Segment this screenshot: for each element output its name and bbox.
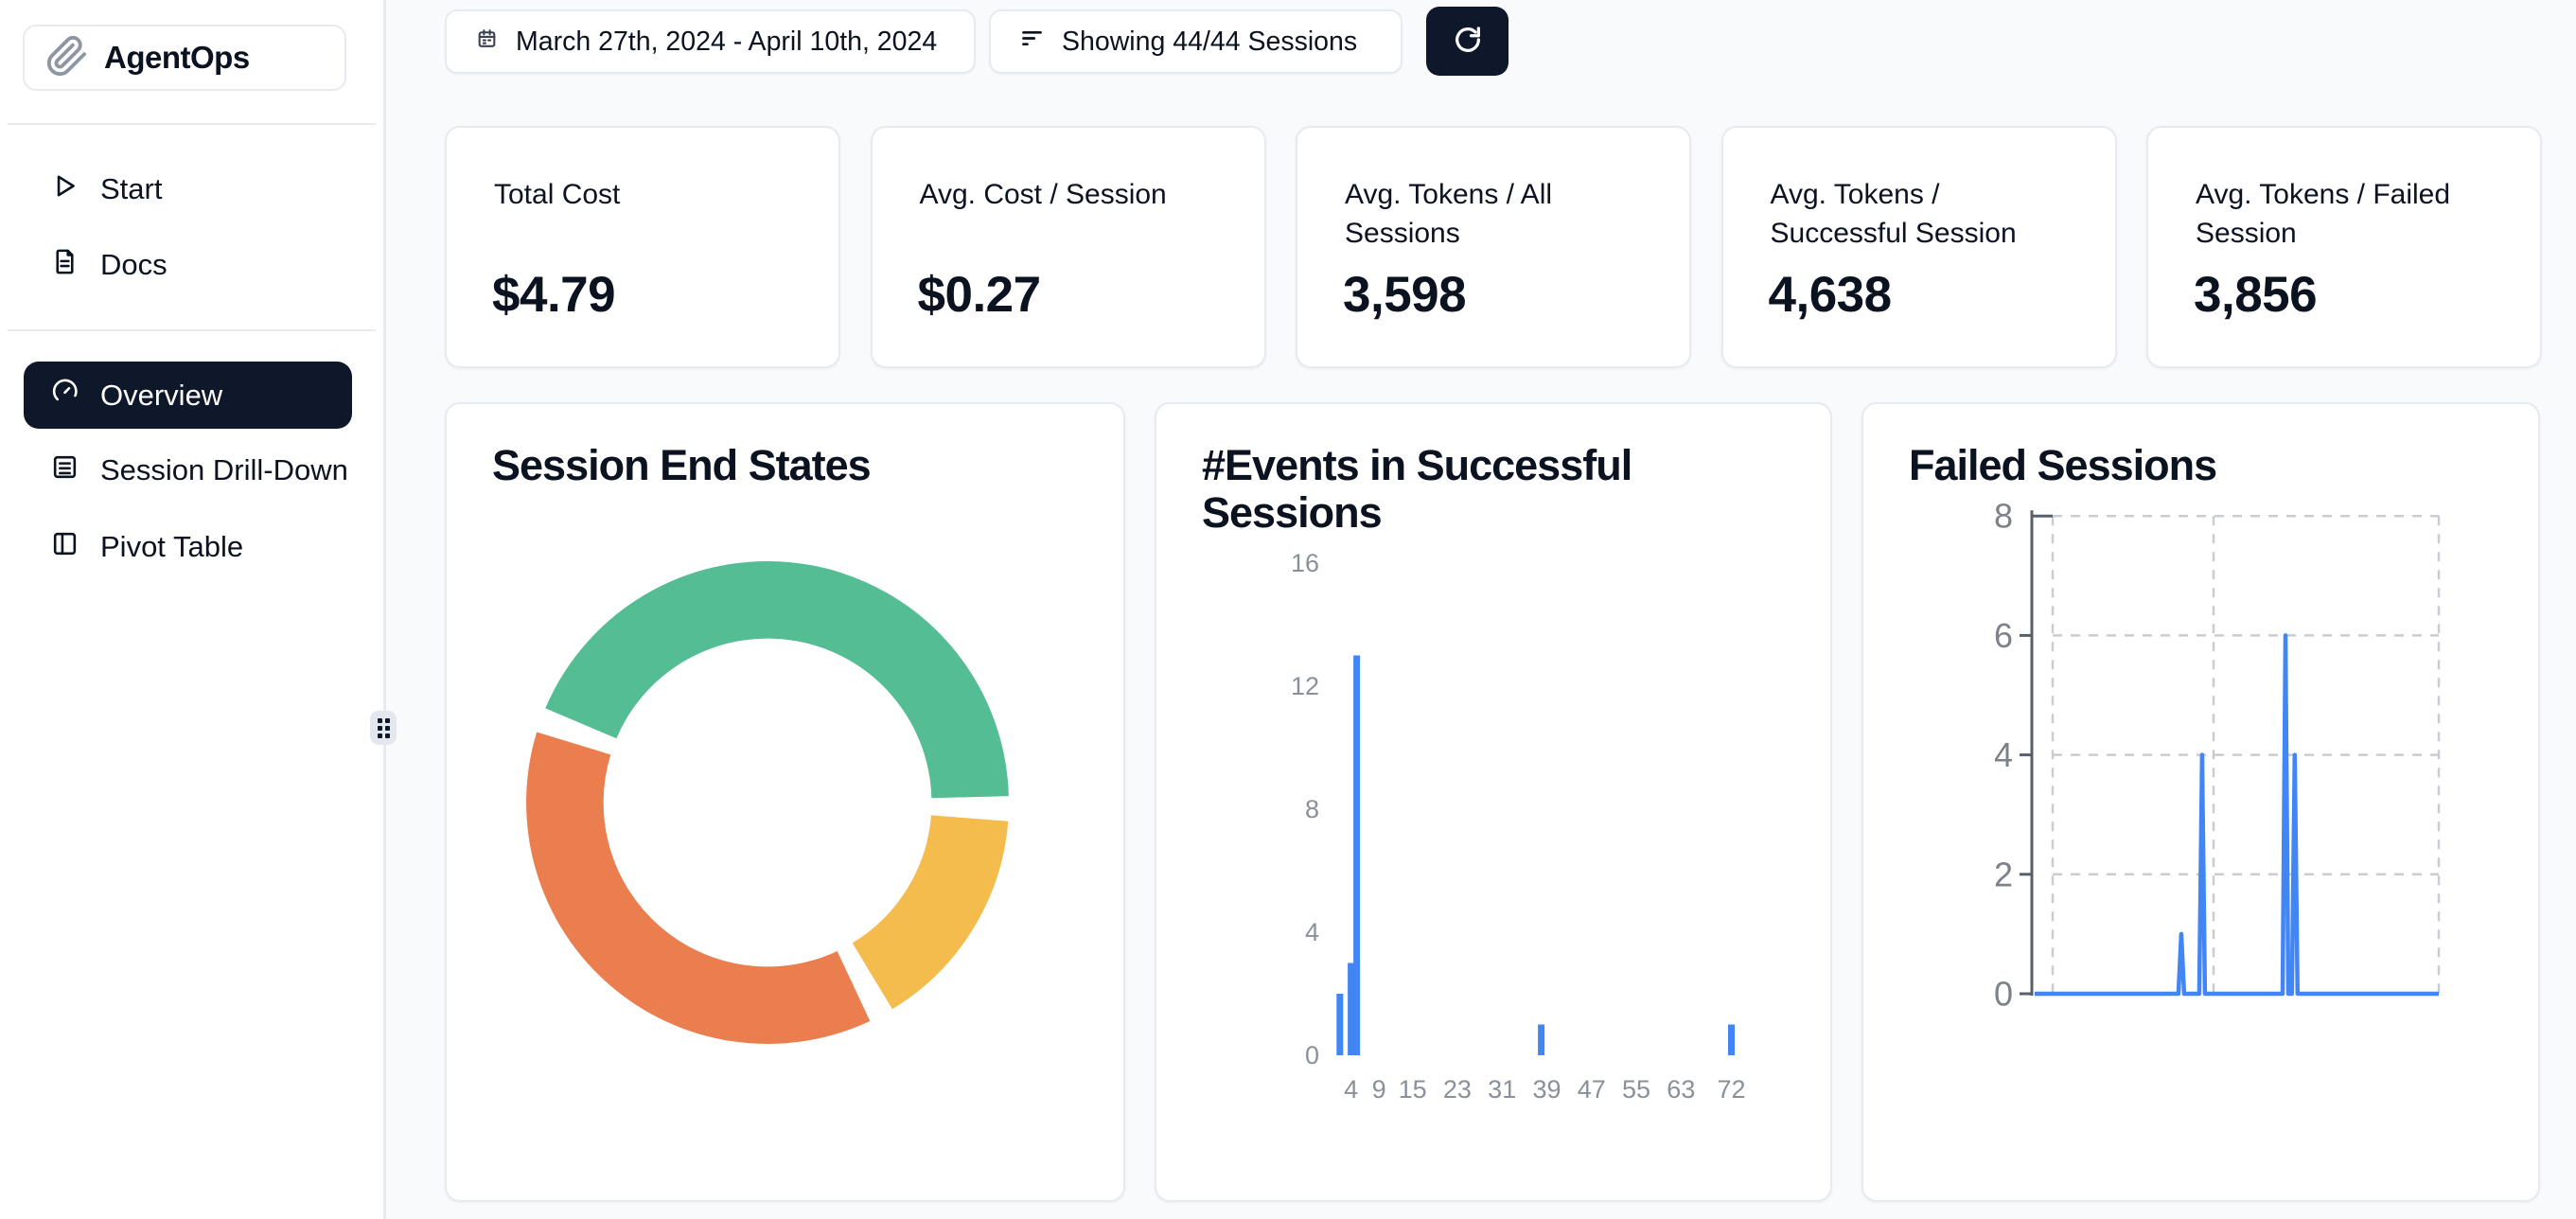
bar bbox=[1348, 963, 1355, 1055]
paperclip-logo-icon bbox=[45, 34, 89, 82]
filter-button[interactable]: Showing 44/44 Sessions bbox=[989, 9, 1403, 74]
date-range-button[interactable]: March 27th, 2024 - April 10th, 2024 bbox=[445, 9, 976, 74]
app-name: AgentOps bbox=[104, 40, 250, 75]
sidebar-item-label: Overview bbox=[100, 378, 223, 412]
stat-value: 4,638 bbox=[1768, 267, 1893, 323]
sidebar-item-start[interactable]: Start bbox=[24, 159, 352, 220]
panel-left-icon bbox=[50, 529, 79, 566]
stat-value: 3,856 bbox=[2194, 267, 2318, 323]
app-logo[interactable]: AgentOps bbox=[23, 25, 346, 91]
y-tick-label: 4 bbox=[1994, 735, 2013, 774]
stat-value: 3,598 bbox=[1343, 267, 1467, 323]
stat-card: Avg. Tokens / All Sessions 3,598 bbox=[1296, 126, 1691, 368]
x-tick-label: 63 bbox=[1667, 1075, 1695, 1104]
bar bbox=[1353, 655, 1361, 1055]
donut-slice-success bbox=[545, 561, 1009, 799]
y-tick-label: 16 bbox=[1291, 549, 1319, 577]
failed-sessions-line-chart: 0 2 4 6 8 bbox=[1994, 497, 2441, 1014]
x-tick-label: 4 bbox=[1344, 1075, 1358, 1104]
stat-label: Avg. Tokens / Successful Session bbox=[1770, 179, 2017, 249]
x-tick-label: 9 bbox=[1372, 1075, 1386, 1104]
x-tick-label: 15 bbox=[1399, 1075, 1427, 1104]
sidebar-item-label: Start bbox=[100, 172, 163, 205]
stat-label: Avg. Tokens / All Sessions bbox=[1345, 179, 1553, 249]
chart-title: #Events in Successful Sessions bbox=[1202, 441, 1632, 537]
stat-value: $0.27 bbox=[917, 267, 1042, 323]
donut-slice-fail bbox=[526, 732, 871, 1044]
stat-card: Avg. Cost / Session $0.27 bbox=[870, 126, 1266, 368]
stat-label: Total Cost bbox=[494, 179, 621, 210]
donut-slice-indeterminate bbox=[851, 814, 1009, 1010]
sidebar-item-docs[interactable]: Docs bbox=[24, 235, 352, 295]
bar bbox=[1728, 1024, 1735, 1055]
chart-title: Failed Sessions bbox=[1909, 441, 2217, 489]
calendar-icon bbox=[475, 26, 499, 58]
events-histogram-card: #Events in Successful Sessions 0 4 8 12 16 4 9… bbox=[1155, 402, 1832, 1202]
y-tick-label: 2 bbox=[1994, 855, 2013, 893]
x-tick-label: 31 bbox=[1488, 1075, 1516, 1104]
sidebar-divider bbox=[8, 329, 376, 331]
x-tick-label: 23 bbox=[1443, 1075, 1472, 1104]
grip-dots-icon bbox=[377, 717, 390, 738]
chart-title: Session End States bbox=[492, 441, 872, 489]
sidebar-item-pivot-table[interactable]: Pivot Table bbox=[24, 517, 352, 577]
y-tick-label: 6 bbox=[1994, 616, 2013, 655]
sidebar-item-overview[interactable]: Overview bbox=[24, 362, 352, 429]
sidebar-item-label: Docs bbox=[100, 248, 168, 281]
session-end-states-donut-chart bbox=[526, 561, 1009, 1044]
stat-card: Avg. Tokens / Failed Session 3,856 bbox=[2146, 126, 2542, 368]
y-tick-label: 0 bbox=[1305, 1041, 1319, 1069]
sidebar: AgentOps Start Docs Overview S bbox=[0, 0, 386, 1219]
stat-label: Avg. Tokens / Failed Session bbox=[2196, 179, 2451, 249]
x-tick-label: 72 bbox=[1717, 1075, 1745, 1104]
count-line bbox=[2035, 633, 2439, 997]
gauge-icon bbox=[50, 377, 79, 414]
refresh-icon bbox=[1452, 24, 1484, 59]
filter-label: Showing 44/44 Sessions bbox=[1062, 26, 1358, 57]
filter-lines-icon bbox=[1019, 26, 1045, 59]
bar bbox=[1538, 1024, 1545, 1055]
y-tick-label: 0 bbox=[1994, 975, 2013, 1014]
bar bbox=[1336, 994, 1344, 1055]
y-tick-label: 8 bbox=[1994, 497, 2013, 536]
y-tick-label: 12 bbox=[1291, 672, 1319, 700]
sidebar-divider bbox=[8, 123, 376, 125]
sidebar-item-label: Session Drill-Down bbox=[100, 453, 348, 486]
y-tick-label: 4 bbox=[1305, 918, 1319, 946]
sidebar-item-session-drill-down[interactable]: Session Drill-Down bbox=[24, 440, 352, 501]
stat-label: Avg. Cost / Session bbox=[919, 179, 1167, 210]
stat-value: $4.79 bbox=[492, 267, 616, 323]
session-end-states-card: Session End States SuccessFailIndetermin… bbox=[445, 402, 1125, 1202]
x-tick-label: 47 bbox=[1578, 1075, 1606, 1104]
date-range-label: March 27th, 2024 - April 10th, 2024 bbox=[516, 26, 938, 57]
sidebar-item-label: Pivot Table bbox=[100, 530, 244, 563]
list-icon bbox=[50, 452, 79, 489]
x-tick-label: 55 bbox=[1622, 1075, 1650, 1104]
play-icon bbox=[50, 171, 79, 208]
y-tick-label: 8 bbox=[1305, 795, 1319, 823]
stat-card: Avg. Tokens / Successful Session 4,638 bbox=[1720, 126, 2117, 368]
refresh-button[interactable] bbox=[1426, 7, 1509, 76]
document-icon bbox=[50, 247, 79, 284]
stat-card: Total Cost $4.79 bbox=[445, 126, 840, 368]
x-tick-label: 39 bbox=[1532, 1075, 1561, 1104]
sidebar-resize-handle[interactable] bbox=[370, 711, 397, 745]
